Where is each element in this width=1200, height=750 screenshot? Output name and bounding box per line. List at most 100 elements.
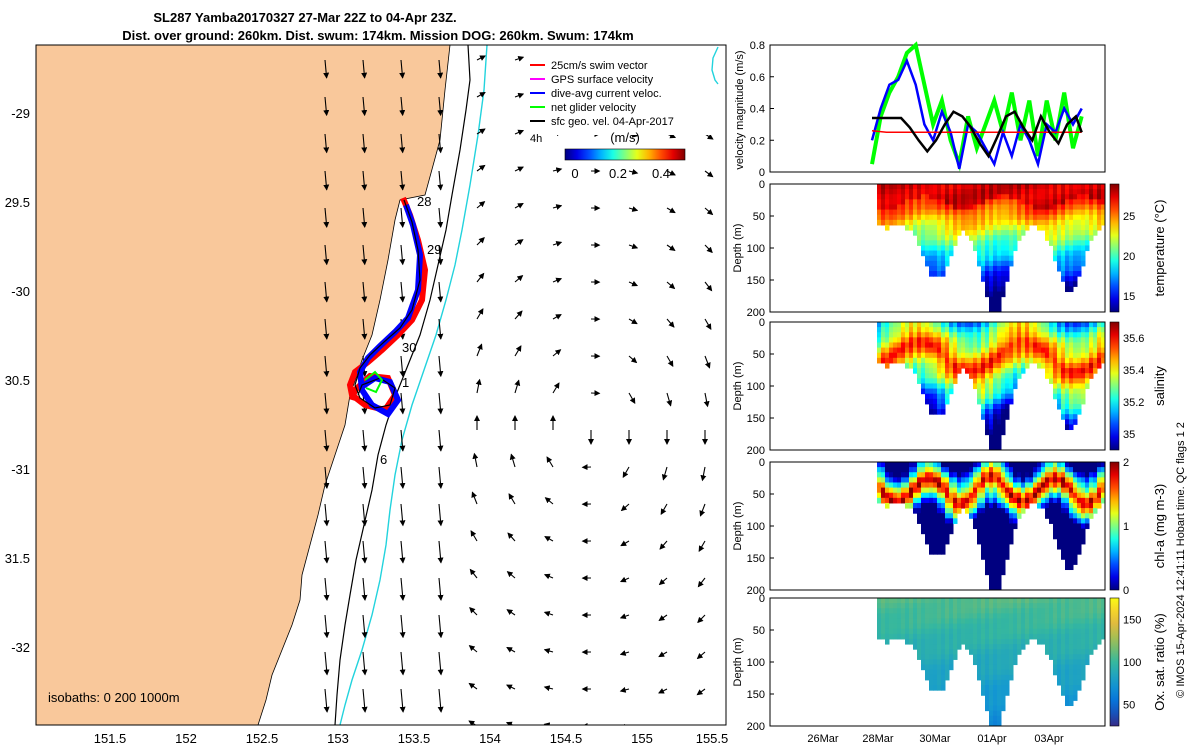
geo-velocity-arrow (514, 203, 524, 209)
geo-velocity-arrow (399, 540, 406, 564)
geo-velocity-arrow (476, 92, 486, 98)
map-xtick: 154.5 (550, 731, 583, 746)
geo-velocity-arrow (476, 236, 485, 246)
geo-velocity-arrow (628, 355, 638, 364)
geo-velocity-arrow (323, 429, 330, 452)
geo-velocity-arrow (437, 281, 444, 303)
geo-velocity-arrow (476, 308, 484, 320)
geo-velocity-arrow (399, 651, 406, 676)
legend-net-velocity: net glider velocity (530, 102, 636, 114)
geo-velocity-arrow (514, 379, 521, 394)
velocity-ytick: 0.8 (750, 40, 765, 52)
geo-velocity-arrow (514, 345, 522, 357)
geo-velocity-arrow (658, 688, 668, 694)
geo-velocity-arrow (470, 530, 478, 542)
geo-velocity-arrow (323, 355, 330, 378)
section-ytick: 150 (747, 275, 765, 287)
colorbar-label: chl-a (mg m-3) (1152, 484, 1167, 569)
geo-velocity-arrow (476, 128, 486, 135)
legend-dive-avg: dive-avg current veloc. (530, 88, 662, 100)
geo-velocity-arrow (361, 651, 368, 676)
geo-velocity-arrow (437, 577, 444, 601)
geo-velocity-arrow (399, 392, 406, 415)
map-ytick: -32 (11, 640, 30, 655)
geo-velocity-arrow (700, 466, 707, 482)
map-xtick: 152 (175, 731, 197, 746)
geo-velocity-arrow (439, 726, 441, 749)
section-oxygen: 0 50 100 150 200 Depth (m) 50 100 150 Ox. sat. ra… (732, 593, 1167, 733)
geo-velocity-arrow (620, 540, 630, 547)
geo-velocity-arrow (619, 650, 630, 656)
geo-velocity-arrow (472, 452, 479, 468)
time-tick: 01Apr (977, 733, 1007, 745)
geo-velocity-arrow (399, 96, 406, 117)
section-ylabel: Depth (m) (732, 502, 744, 551)
velocity-panel: 0 0.2 0.4 0.6 0.8 velocity magnitude (m/s) (734, 40, 1106, 179)
geo-velocity-arrow (666, 392, 673, 407)
geo-velocity-arrow (469, 606, 478, 616)
section-cells (877, 462, 1106, 591)
map-ytick: 29.5 (5, 195, 30, 210)
geo-velocity-arrow (622, 466, 630, 479)
time-tick: 30Mar (919, 733, 951, 745)
geo-velocity-arrow (437, 355, 444, 378)
geo-velocity-arrow (514, 92, 525, 99)
colorbar-label: salinity (1152, 366, 1167, 406)
geo-velocity-arrow (552, 240, 563, 247)
geo-velocity-arrow (361, 170, 368, 191)
section-ytick: 200 (747, 445, 765, 457)
geo-velocity-arrow (699, 503, 706, 517)
colorbar-tick: 0 (1123, 585, 1129, 597)
geo-velocity-arrow (514, 275, 524, 283)
geo-velocity-arrow (552, 382, 560, 394)
section-ytick: 150 (747, 413, 765, 425)
geo-velocity-arrow (476, 272, 485, 283)
section-chl-a: 0 50 100 150 200 Depth (m) 0 1 2 chl-a (mg m-3) (732, 457, 1167, 597)
geo-velocity-arrow (666, 281, 676, 290)
geo-velocity-arrow (543, 573, 554, 580)
land-mass (36, 45, 451, 725)
geo-velocity-arrow (437, 466, 444, 490)
geo-velocity-arrow (399, 614, 406, 639)
geo-velocity-arrow (323, 133, 330, 154)
geo-velocity-arrow (628, 280, 639, 287)
geo-velocity-arrow (361, 688, 368, 713)
section-ytick: 50 (753, 489, 765, 501)
geo-velocity-arrow (323, 281, 330, 303)
section-ytick: 50 (753, 349, 765, 361)
speed-colorbar (564, 148, 686, 161)
geo-velocity-arrow (437, 503, 444, 527)
speed-colorbar-tick: 0.4 (652, 166, 670, 181)
legend-geo-velocity: sfc geo. vel. 04-Apr-2017 (530, 116, 674, 128)
geo-velocity-arrow (323, 392, 330, 415)
section-salinity: 0 50 100 150 200 Depth (m) 35 35.2 35.4 35.6 salin… (732, 317, 1167, 457)
geo-velocity-arrow (476, 55, 486, 61)
geo-velocity-arrow (628, 243, 639, 250)
map-legend: 25cm/s swim vector GPS surface velocity … (525, 55, 720, 181)
geo-velocity-arrow (437, 540, 444, 564)
velocity-ytick: 0.2 (750, 135, 765, 147)
geo-velocity-arrow (471, 491, 478, 505)
geo-velocity-arrow (437, 96, 444, 117)
section-cells (877, 322, 1106, 451)
geo-velocity-arrow (399, 688, 406, 713)
map-xtick: 152.5 (246, 731, 279, 746)
geo-velocity-arrow (619, 723, 627, 725)
colorbar-tick: 35.4 (1123, 365, 1144, 377)
geo-velocity-arrow (399, 244, 406, 266)
geo-velocity-arrow (543, 648, 554, 654)
map-ytick: -31 (11, 462, 30, 477)
scale-label: 4h (530, 133, 542, 145)
geo-velocity-arrow (476, 201, 486, 209)
geo-velocity-arrow (552, 204, 563, 210)
colorbar-label: temperature (°C) (1152, 200, 1167, 297)
day-label-29: 29 (427, 242, 441, 257)
map-ytick: -30 (11, 284, 30, 299)
geo-velocity-arrow (546, 456, 554, 468)
geo-velocity-arrow (506, 684, 516, 690)
colorbar-label: Ox. sat. ratio (%) (1152, 613, 1167, 711)
colorbar-title: (m/s) (610, 130, 640, 145)
geo-velocity-arrow (468, 720, 477, 725)
